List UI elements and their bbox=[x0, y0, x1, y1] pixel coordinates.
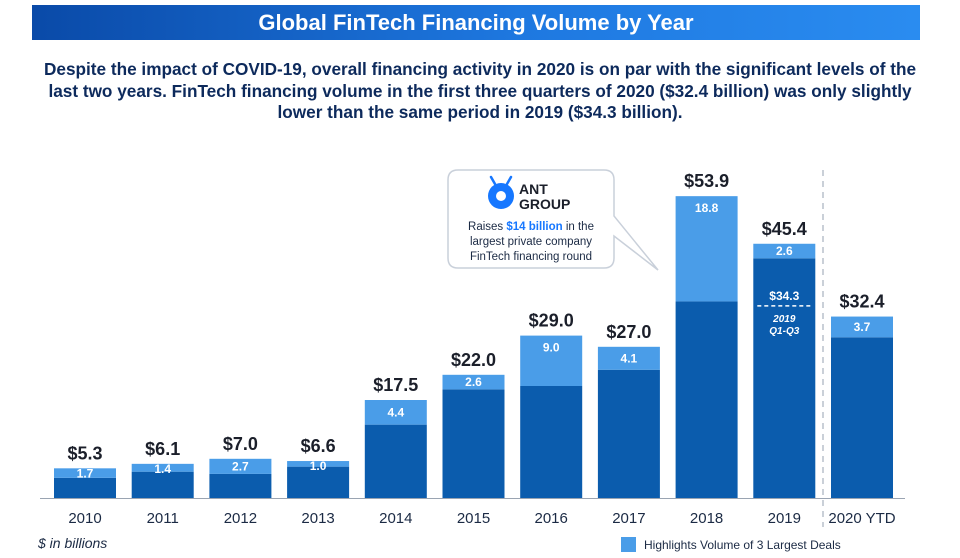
legend: Highlights Volume of 3 Largest Deals bbox=[621, 537, 841, 552]
callout-text-line3: FinTech financing round bbox=[470, 251, 592, 263]
q1-q3-2019-caption-period: Q1-Q3 bbox=[769, 326, 799, 337]
bar-base-segment bbox=[131, 471, 194, 498]
bar-highlight-segment bbox=[131, 463, 194, 472]
bar-base-segment bbox=[364, 424, 427, 498]
x-tick-label: 2015 bbox=[457, 510, 490, 527]
bar-highlight-segment bbox=[287, 461, 350, 467]
callout-text-line2: largest private company bbox=[470, 236, 592, 248]
bar-base-segment bbox=[675, 301, 738, 498]
chart-title: Global FinTech Financing Volume by Year bbox=[258, 9, 694, 35]
callout-text-line1: Raises $14 billion in the bbox=[468, 221, 594, 233]
bar-highlight-segment bbox=[675, 196, 738, 302]
total-value-label: $22.0 bbox=[451, 350, 496, 370]
bar-base-segment bbox=[442, 389, 505, 498]
q1-q3-2019-caption-year: 2019 bbox=[772, 314, 796, 325]
x-tick-label: 2010 bbox=[68, 510, 101, 527]
bar-base-segment bbox=[597, 369, 660, 498]
x-tick-label: 2013 bbox=[301, 510, 334, 527]
x-tick-label: 2020 YTD bbox=[828, 510, 895, 527]
bar-base-segment bbox=[54, 477, 116, 498]
bar-highlight-segment bbox=[520, 335, 583, 386]
bar-base-segment bbox=[831, 337, 893, 498]
highlight-value-label: 18.8 bbox=[695, 201, 719, 215]
units-note: $ in billions bbox=[38, 535, 108, 551]
total-value-label: $53.9 bbox=[684, 171, 729, 191]
bar-base-segment bbox=[287, 466, 350, 498]
callout-text-rest: in the bbox=[563, 221, 594, 233]
highlight-value-label: 4.4 bbox=[387, 405, 404, 419]
chart-subtitle: Despite the impact of COVID-19, overall … bbox=[44, 59, 916, 122]
total-value-label: $5.3 bbox=[67, 443, 102, 463]
highlight-value-label: 9.0 bbox=[543, 341, 560, 355]
ant-group-logo-inner bbox=[496, 191, 506, 201]
x-tick-label: 2019 bbox=[768, 510, 801, 527]
highlight-value-label: 1.0 bbox=[310, 459, 327, 473]
highlight-value-label: 1.4 bbox=[154, 462, 171, 476]
total-value-label: $6.1 bbox=[145, 439, 180, 459]
callout-logo-line2: GROUP bbox=[519, 196, 570, 212]
bar-base-segment bbox=[209, 473, 272, 498]
bar-base-segment bbox=[520, 386, 583, 498]
total-value-label: $17.5 bbox=[373, 375, 418, 395]
total-value-label: $27.0 bbox=[606, 322, 651, 342]
highlight-value-label: 2.7 bbox=[232, 459, 249, 473]
total-value-label: $32.4 bbox=[839, 292, 884, 312]
x-tick-label: 2014 bbox=[379, 510, 412, 527]
ant-group-logo-antenna-right bbox=[505, 175, 513, 186]
total-value-label: $6.6 bbox=[301, 436, 336, 456]
total-value-label: $7.0 bbox=[223, 434, 258, 454]
x-tick-label: 2017 bbox=[612, 510, 645, 527]
legend-swatch bbox=[621, 537, 636, 552]
bar-highlight-segment bbox=[442, 374, 505, 390]
x-tick-label: 2012 bbox=[224, 510, 257, 527]
total-value-label: $45.4 bbox=[762, 219, 807, 239]
bar-highlight-segment bbox=[54, 468, 116, 478]
bar-highlight-segment bbox=[831, 316, 893, 338]
x-tick-label: 2016 bbox=[535, 510, 568, 527]
highlight-value-label: 4.1 bbox=[621, 351, 638, 365]
total-value-label: $29.0 bbox=[529, 311, 574, 331]
x-tick-label: 2011 bbox=[147, 510, 179, 527]
callout-text-prefix: Raises bbox=[468, 221, 506, 233]
bar-highlight-segment bbox=[209, 458, 272, 474]
highlight-value-label: 2.6 bbox=[776, 244, 793, 258]
ant-group-logo-antenna-left bbox=[489, 175, 497, 186]
highlight-value-label: 2.6 bbox=[465, 375, 482, 389]
bar-base-segment bbox=[753, 258, 816, 498]
callout-text-highlight: $14 billion bbox=[506, 221, 562, 233]
bar-highlight-segment bbox=[364, 400, 427, 425]
bar-highlight-segment bbox=[753, 243, 816, 259]
q1-q3-2019-value: $34.3 bbox=[769, 289, 799, 303]
highlight-value-label: 1.7 bbox=[77, 466, 94, 480]
callout-logo-line1: ANT bbox=[519, 181, 548, 197]
bar-highlight-segment bbox=[597, 346, 660, 370]
x-tick-label: 2018 bbox=[690, 510, 723, 527]
legend-label: Highlights Volume of 3 Largest Deals bbox=[644, 537, 841, 552]
chart-title-bar: Global FinTech Financing Volume by Year bbox=[32, 5, 920, 40]
highlight-value-label: 3.7 bbox=[854, 320, 871, 334]
